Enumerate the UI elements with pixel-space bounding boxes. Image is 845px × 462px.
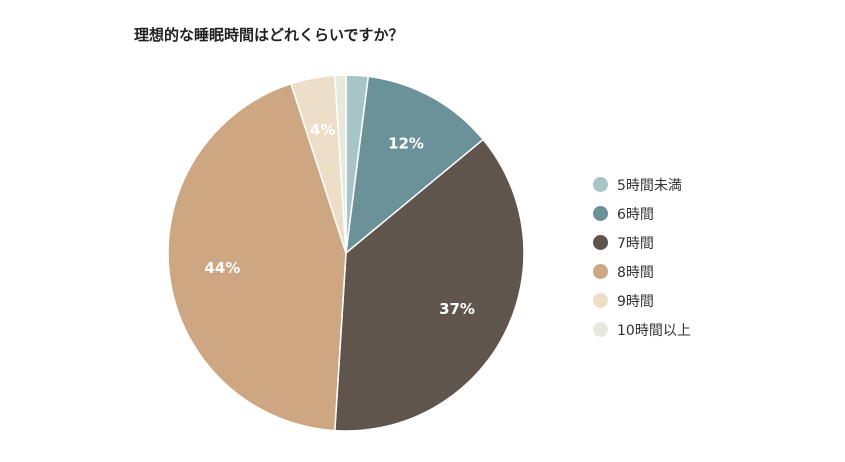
legend-label: 8時間 [617, 264, 654, 281]
legend-label: 9時間 [617, 293, 654, 310]
legend-item-4: 8時間 [593, 257, 691, 286]
legend-label: 10時間以上 [617, 322, 691, 339]
legend-item-3: 7時間 [593, 228, 691, 257]
legend-swatch [593, 322, 608, 337]
legend-item-2: 6時間 [593, 199, 691, 228]
legend-item-1: 5時間未満 [593, 170, 691, 199]
pie-slices [167, 74, 525, 432]
pie-data-label-4: 44% [204, 259, 240, 277]
legend-swatch [593, 264, 608, 279]
legend-item-6: 10時間以上 [593, 315, 691, 344]
pie-data-labels: 12% 37% 44% 4% [204, 121, 475, 318]
pie-slice-4 [167, 82, 347, 432]
legend-swatch [593, 177, 608, 192]
pie-slice-2 [345, 75, 485, 255]
legend-label: 5時間未満 [617, 177, 682, 194]
chart-title: 理想的な睡眠時間はどれくらいですか？ [134, 26, 404, 44]
chart-legend: 5時間未満 6時間 7時間 8時間 9時間 10時間以上 [593, 170, 691, 344]
legend-label: 7時間 [617, 235, 654, 252]
legend-swatch [593, 235, 608, 250]
legend-label: 6時間 [617, 206, 654, 223]
pie-data-label-3: 37% [439, 300, 475, 318]
pie-slice-3 [334, 138, 525, 432]
legend-swatch [593, 293, 608, 308]
pie-data-label-2: 12% [388, 134, 424, 152]
legend-swatch [593, 206, 608, 221]
pie-data-label-5: 4% [310, 121, 335, 139]
pie-slice-6 [334, 74, 347, 254]
legend-item-5: 9時間 [593, 286, 691, 315]
